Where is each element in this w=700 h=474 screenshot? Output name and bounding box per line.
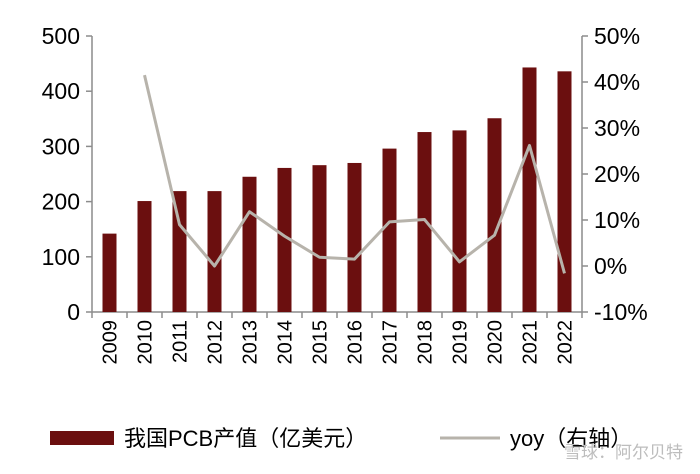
y-left-tick-label: 500	[42, 23, 80, 49]
x-tick-label: 2016	[345, 320, 367, 365]
bar	[207, 191, 222, 312]
watermark: 雪球：阿尔贝特	[564, 443, 683, 462]
x-tick-label: 2017	[380, 320, 402, 365]
bar	[382, 148, 397, 312]
y-left-tick-label: 100	[42, 244, 80, 270]
x-tick-label: 2018	[415, 320, 437, 365]
bar	[312, 165, 327, 312]
y-right-tick-label: 0%	[594, 253, 627, 279]
bar	[102, 233, 117, 312]
y-left-tick-label: 0	[67, 299, 80, 325]
y-left-tick-label: 400	[42, 78, 80, 104]
x-tick-label: 2010	[135, 320, 157, 365]
x-tick-label: 2011	[170, 320, 192, 363]
x-tick-label: 2015	[310, 320, 332, 365]
legend: 我国PCB产值（亿美元） yoy（右轴）	[50, 426, 632, 451]
bar	[417, 132, 432, 312]
legend-label-line: yoy（右轴）	[510, 426, 632, 451]
bar-series	[102, 67, 572, 313]
x-tick-label: 2020	[485, 320, 507, 365]
legend-swatch-bar	[50, 431, 114, 445]
bar	[277, 167, 292, 312]
bar	[522, 67, 537, 313]
yoy-line-series	[143, 74, 566, 274]
x-tick-label: 2022	[555, 320, 577, 365]
bar	[557, 71, 572, 312]
bar	[137, 201, 152, 312]
y-right-tick-label: 10%	[594, 207, 640, 233]
x-tick-label: 2009	[100, 320, 122, 365]
x-tick-label: 2021	[520, 320, 542, 365]
y-right-tick-label: 40%	[594, 69, 640, 95]
bar	[452, 130, 467, 312]
bar	[172, 191, 187, 312]
bar	[487, 118, 502, 312]
legend-label-bar: 我国PCB产值（亿美元）	[124, 426, 367, 451]
bar	[242, 176, 257, 312]
y-left-tick-label: 300	[42, 133, 80, 159]
x-tick-label: 2013	[240, 320, 262, 365]
x-tick-label: 2014	[275, 320, 297, 365]
tick-labels: 0 100 200 300 400 500 -10% 0% 10% 20% 30% 40% 50% 200…	[42, 23, 648, 365]
x-tick-label: 2012	[205, 320, 227, 365]
bar	[347, 162, 362, 312]
y-right-tick-label: 50%	[594, 23, 640, 49]
x-tick-label: 2019	[450, 320, 472, 365]
y-right-tick-label: 30%	[594, 115, 640, 141]
y-right-tick-label: 20%	[594, 161, 640, 187]
y-left-tick-label: 200	[42, 189, 80, 215]
axes	[86, 35, 588, 318]
y-right-tick-label: -10%	[594, 299, 648, 325]
